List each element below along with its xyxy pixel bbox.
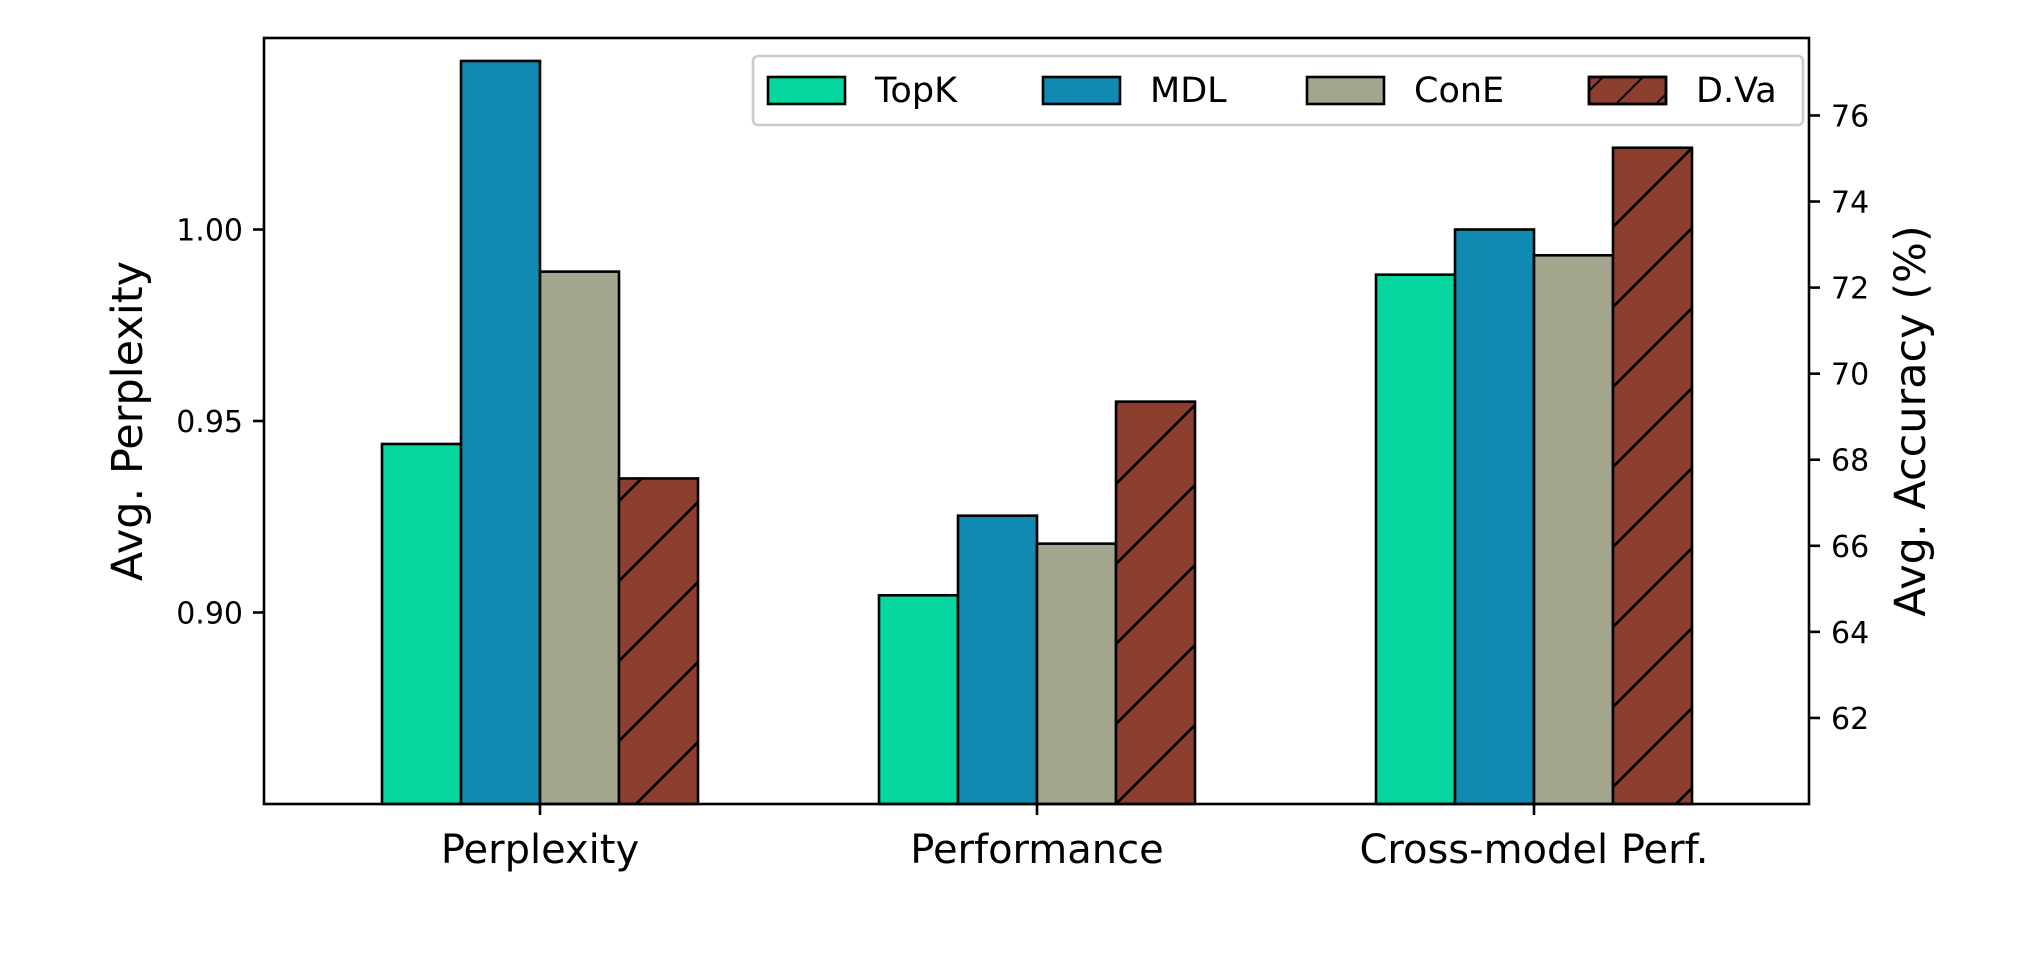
legend-label-topk: TopK (874, 71, 958, 111)
bar-topk-perplexity (380, 442, 463, 806)
right-tick-label: 64 (1831, 616, 1869, 651)
x-tick-label-perplexity: Perplexity (441, 827, 639, 873)
bar-topk-cross-model-perf (1374, 273, 1457, 806)
right-tick-label: 72 (1831, 272, 1869, 307)
right-tick-label: 62 (1831, 702, 1869, 737)
bar-hatch-d-va-cross-model-perf (1611, 146, 1694, 806)
legend-swatch-topk (766, 75, 847, 106)
right-tick-label: 76 (1831, 99, 1869, 134)
bar-hatch-d-va-perplexity (617, 477, 700, 806)
legend-swatch-mdl (1041, 75, 1122, 106)
legend-box (751, 54, 1805, 127)
bar-mdl-cross-model-perf (1453, 228, 1536, 806)
legend-label-cone: ConE (1414, 71, 1504, 111)
legend-label-mdl: MDL (1150, 71, 1227, 111)
right-axis-label: Avg. Accuracy (%) (1886, 225, 1936, 616)
x-tick-label-performance: Performance (910, 827, 1163, 873)
bar-cone-perplexity (538, 270, 621, 806)
x-tick-label-cross-model-perf: Cross-model Perf. (1360, 827, 1709, 873)
left-tick-label: 0.95 (176, 405, 243, 440)
bar-mdl-performance (956, 514, 1039, 806)
right-tick-label: 74 (1831, 186, 1869, 221)
left-tick-label: 1.00 (176, 214, 243, 249)
bar-cone-cross-model-perf (1532, 254, 1615, 806)
legend-swatch-cone (1305, 75, 1386, 106)
bar-mdl-perplexity (459, 59, 542, 806)
axes-layer: 0.90 0.95 1.00 62 64 66 68 70 72 74 76 Perplexity Pe… (176, 99, 1869, 873)
legend: TopK MDL ConE D.Va (751, 54, 1805, 127)
right-tick-label: 70 (1831, 358, 1869, 393)
bar-hatch-d-va-performance (1114, 400, 1197, 806)
right-tick-label: 68 (1831, 444, 1869, 479)
bar-cone-performance (1035, 542, 1118, 806)
bars-layer (380, 59, 1694, 806)
bar-topk-performance (877, 593, 960, 806)
left-axis-label: Avg. Perplexity (103, 261, 153, 581)
legend-swatch-hatch-d-va (1587, 75, 1668, 106)
right-tick-label: 66 (1831, 530, 1869, 565)
legend-label-d-va: D.Va (1696, 71, 1777, 111)
left-tick-label: 0.90 (176, 597, 243, 632)
